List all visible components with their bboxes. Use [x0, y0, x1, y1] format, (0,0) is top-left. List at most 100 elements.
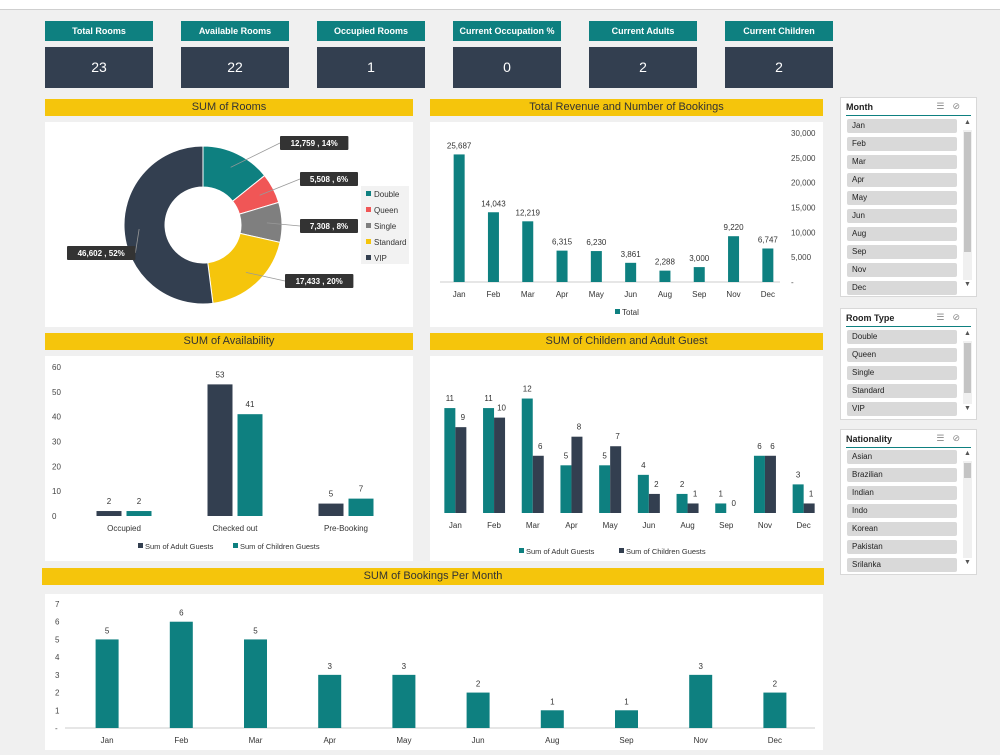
data-label: 1	[550, 697, 555, 706]
data-label: 3,000	[689, 254, 710, 263]
data-label: 6,230	[586, 238, 607, 247]
multi-select-icon[interactable]: ☰⊘	[936, 433, 968, 443]
slicer-item-indian[interactable]: Indian	[847, 486, 957, 500]
scroll-up-icon[interactable]: ▲	[964, 450, 971, 457]
slicer-item-mar[interactable]: Mar	[847, 155, 957, 169]
bar-pre-booking-adults	[318, 503, 344, 516]
slicer-item-srilanka[interactable]: Srilanka	[847, 558, 957, 572]
data-label: 46,602 , 52%	[78, 249, 125, 258]
slicer-scrollbar[interactable]	[963, 461, 972, 558]
bar-jan	[453, 154, 465, 282]
slicer-item-korean[interactable]: Korean	[847, 522, 957, 536]
x-tick-label: Feb	[487, 521, 501, 530]
data-label: 12,759 , 14%	[291, 139, 338, 148]
bar-jan-children	[455, 427, 467, 513]
slicer-item-single[interactable]: Single	[847, 366, 957, 380]
bar-may	[590, 251, 602, 282]
revenue-bar-chart: 30,000 25,000 20,000 15,000 10,000 5,000 - 25,6…	[440, 129, 816, 317]
room-type-slicer[interactable]: Room Type ☰⊘ Double Queen Single Standard VI…	[840, 308, 977, 420]
leader-line	[266, 222, 301, 227]
kpi-value: 22	[181, 47, 289, 88]
scroll-up-icon[interactable]: ▲	[964, 330, 971, 337]
bar-aug	[540, 710, 564, 728]
kpi-label: Available Rooms	[181, 21, 289, 41]
slicer-scrollbar[interactable]	[963, 341, 972, 404]
scroll-down-icon[interactable]: ▼	[964, 405, 971, 412]
slicer-item-feb[interactable]: Feb	[847, 137, 957, 151]
data-label: 6	[770, 442, 775, 451]
data-label-box	[67, 246, 136, 260]
data-label: 9,220	[724, 223, 745, 232]
scroll-down-icon[interactable]: ▼	[964, 559, 971, 566]
data-label: 6	[179, 609, 184, 618]
legend-label: Double	[374, 190, 400, 199]
donut-slice-vip	[123, 145, 214, 305]
data-label: 1	[719, 489, 724, 498]
x-tick-label: Jan	[101, 736, 114, 745]
slicer-item-brazilian[interactable]: Brazilian	[847, 468, 957, 482]
scroll-down-icon[interactable]: ▼	[964, 281, 971, 288]
data-label: 2	[654, 480, 659, 489]
x-tick-label: Dec	[797, 521, 811, 530]
slicer-item-dec[interactable]: Dec	[847, 281, 957, 295]
data-label: 2	[137, 497, 142, 506]
kpi-total-rooms: Total Rooms 23	[45, 21, 153, 88]
slicer-item-jun[interactable]: Jun	[847, 209, 957, 223]
legend-label: Standard	[374, 238, 406, 247]
slicer-title: Month	[846, 102, 873, 112]
y-tick-label: 15,000	[791, 204, 816, 213]
slicer-item-aug[interactable]: Aug	[847, 227, 957, 241]
nationality-slicer[interactable]: Nationality ☰⊘ Asian Brazilian Indian Indo K…	[840, 429, 977, 575]
bar-apr	[318, 674, 342, 728]
x-tick-label: Mar	[249, 736, 263, 745]
slicer-item-asian[interactable]: Asian	[847, 450, 957, 464]
slicer-item-nov[interactable]: Nov	[847, 263, 957, 277]
multi-select-icon[interactable]: ☰⊘	[936, 312, 968, 322]
kpi-value: 0	[453, 47, 561, 88]
bar-aug-children	[687, 503, 699, 513]
slicer-item-indo[interactable]: Indo	[847, 504, 957, 518]
data-label: 2	[680, 480, 685, 489]
data-label: 6	[757, 442, 762, 451]
bar-apr	[556, 250, 568, 282]
bar-dec-children	[803, 503, 815, 513]
data-label: 11	[446, 394, 455, 403]
month-slicer[interactable]: Month ☰⊘ Jan Feb Mar Apr May Jun Aug Sep Nov Dec …	[840, 97, 977, 297]
data-label: 7	[359, 485, 364, 494]
slicer-item-jan[interactable]: Jan	[847, 119, 957, 133]
data-label: 17,433 , 20%	[296, 277, 343, 286]
slicer-item-apr[interactable]: Apr	[847, 173, 957, 187]
bar-apr-children	[571, 436, 583, 513]
legend-label: Sum of Children Guests	[240, 542, 320, 551]
legend-label: VIP	[374, 254, 387, 263]
bar-jun	[625, 262, 637, 282]
multi-select-icon[interactable]: ☰⊘	[936, 101, 968, 111]
kpi-label: Total Rooms	[45, 21, 153, 41]
y-tick-label: 6	[55, 618, 60, 627]
kpi-value: 2	[725, 47, 833, 88]
slicer-scrollbar[interactable]	[963, 130, 972, 280]
data-label: 2	[773, 680, 778, 689]
bar-feb	[169, 621, 193, 728]
y-tick-label: 4	[55, 653, 60, 662]
x-tick-label: Sep	[619, 736, 634, 745]
legend-label: Sum of Children Guests	[626, 547, 706, 556]
slicer-item-standard[interactable]: Standard	[847, 384, 957, 398]
bar-pre-booking-children	[348, 498, 374, 516]
bookings-chart-panel: 7 6 5 4 3 2 1 - 5 Jan 6 Feb 5 Mar 3 Apr 3 May 2 Jun 1 Aug 1 Sep…	[45, 594, 823, 750]
bar-aug-adults	[676, 493, 688, 513]
data-label: 5	[602, 451, 607, 460]
slicer-item-sep[interactable]: Sep	[847, 245, 957, 259]
bar-aug	[659, 270, 671, 282]
slicer-item-may[interactable]: May	[847, 191, 957, 205]
x-tick-label: May	[589, 290, 604, 299]
data-label: 12,219	[516, 208, 541, 217]
x-tick-label: Nov	[726, 290, 740, 299]
data-label: 8	[577, 423, 582, 432]
slicer-item-queen[interactable]: Queen	[847, 348, 957, 362]
slicer-item-double[interactable]: Double	[847, 330, 957, 344]
scroll-up-icon[interactable]: ▲	[964, 119, 971, 126]
slicer-item-pakistan[interactable]: Pakistan	[847, 540, 957, 554]
slicer-item-vip[interactable]: VIP	[847, 402, 957, 416]
slicer-title: Room Type	[846, 313, 895, 323]
